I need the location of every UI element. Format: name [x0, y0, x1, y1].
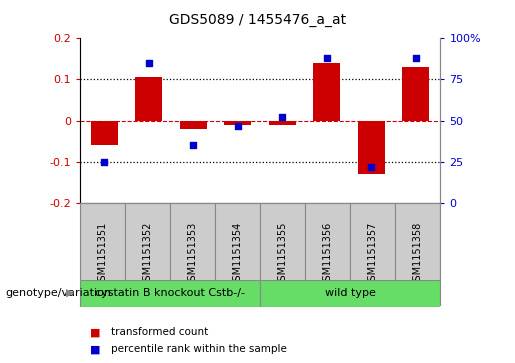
- Bar: [260, 203, 305, 305]
- Text: ■: ■: [90, 344, 100, 354]
- Bar: [350, 203, 396, 305]
- Text: transformed count: transformed count: [111, 327, 208, 337]
- Bar: [80, 203, 125, 305]
- Text: GDS5089 / 1455476_a_at: GDS5089 / 1455476_a_at: [169, 13, 346, 27]
- Bar: [314, 63, 340, 121]
- Text: genotype/variation: genotype/variation: [5, 288, 111, 298]
- Point: [411, 55, 420, 61]
- Point: [100, 159, 109, 165]
- Text: percentile rank within the sample: percentile rank within the sample: [111, 344, 287, 354]
- Text: ■: ■: [90, 327, 100, 337]
- Text: ▶: ▶: [66, 288, 75, 298]
- Text: cystatin B knockout Cstb-/-: cystatin B knockout Cstb-/-: [95, 288, 245, 298]
- Bar: [215, 203, 260, 305]
- Bar: [180, 121, 207, 129]
- Point: [278, 114, 286, 120]
- Bar: [225, 121, 251, 125]
- Text: GSM1151358: GSM1151358: [413, 221, 423, 287]
- Bar: [260, 280, 440, 307]
- Bar: [358, 121, 385, 174]
- Text: GSM1151354: GSM1151354: [233, 221, 243, 287]
- Bar: [91, 121, 117, 146]
- Text: wild type: wild type: [325, 288, 375, 298]
- Text: GSM1151355: GSM1151355: [278, 221, 287, 287]
- Bar: [80, 280, 260, 307]
- Point: [323, 55, 331, 61]
- Text: GSM1151351: GSM1151351: [97, 221, 107, 287]
- Point: [367, 164, 375, 170]
- Bar: [403, 67, 429, 121]
- Bar: [269, 121, 296, 125]
- Text: GSM1151352: GSM1151352: [143, 221, 152, 287]
- Bar: [170, 203, 215, 305]
- Bar: [125, 203, 170, 305]
- Text: GSM1151357: GSM1151357: [368, 221, 377, 287]
- Bar: [305, 203, 350, 305]
- Point: [145, 60, 153, 66]
- Text: GSM1151353: GSM1151353: [187, 221, 197, 287]
- Point: [234, 123, 242, 129]
- Bar: [396, 203, 440, 305]
- Text: GSM1151356: GSM1151356: [323, 221, 333, 287]
- Point: [189, 143, 197, 148]
- Bar: [135, 77, 162, 121]
